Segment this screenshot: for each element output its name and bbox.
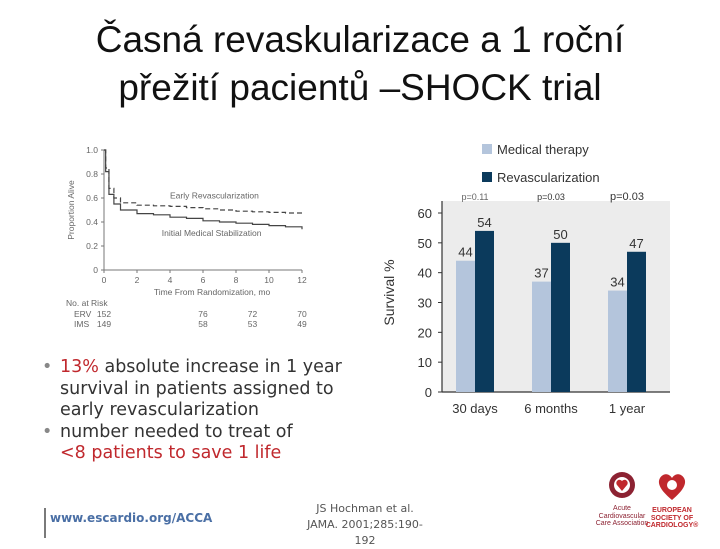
- km-labels: Early Revascularization Initial Medical S…: [162, 191, 262, 238]
- acca-name-3: Care Association: [595, 520, 649, 527]
- acca-heart-icon: [609, 472, 635, 498]
- km-y-tick-label: 0.4: [86, 217, 98, 227]
- km-x-tick-label: 6: [201, 275, 206, 285]
- bullet-list: • 13% absolute increase in 1 year surviv…: [42, 357, 362, 465]
- km-x-tick-label: 0: [102, 275, 107, 285]
- bar-legend: Medical therapy Revascularization: [482, 142, 600, 185]
- bar-y-axis-label: Survival %: [381, 259, 397, 325]
- risk-row-value: 58: [198, 319, 208, 329]
- footer-reference: JS Hochman et al. JAMA. 2001;285:190-192: [300, 501, 430, 549]
- risk-row-value: 72: [248, 309, 258, 319]
- bar-category-label: 1 year: [609, 401, 646, 416]
- bullet-1-line-2: survival in patients assigned to: [60, 378, 334, 399]
- bullet-dot: •: [42, 357, 53, 377]
- km-series-early-revascularization: [104, 149, 303, 214]
- bar-y-tick-label: 40: [418, 266, 432, 281]
- bullet-dot: •: [42, 421, 53, 442]
- bar-medical-therapy: [456, 260, 475, 392]
- km-x-tick-label: 4: [168, 275, 173, 285]
- bullet-2-line-2: <8 patients to save 1 life: [60, 443, 282, 463]
- p-value-annotation: p=0.11: [461, 192, 488, 202]
- risk-row-label: ERV: [74, 309, 92, 319]
- title-line-1: Časná revaskularizace a 1 roční: [95, 19, 625, 60]
- bullet-item-1: • 13% absolute increase in 1 year surviv…: [42, 357, 362, 422]
- reference-authors: JS Hochman et al.: [316, 502, 414, 515]
- reference-journal: JAMA. 2001;285:190-192: [307, 518, 423, 547]
- risk-row-value: 49: [297, 319, 307, 329]
- bar-revascularization: [627, 251, 646, 392]
- km-y-axis-label: Proportion Alive: [66, 180, 76, 240]
- legend-label: Medical therapy: [497, 142, 589, 157]
- p-value-annotation: p=0.03: [537, 192, 565, 202]
- bar-y-tick-label: 30: [418, 296, 432, 311]
- bar-revascularization: [551, 242, 570, 392]
- km-x-tick-label: 8: [234, 275, 239, 285]
- bar-value-label: 50: [553, 227, 567, 242]
- bar-y-tick-label: 10: [418, 355, 432, 370]
- km-x-tick-label: 10: [264, 275, 274, 285]
- esc-heart-icon: [658, 474, 686, 500]
- risk-row-value: 149: [97, 319, 111, 329]
- bar-y-tick-label: 0: [425, 385, 432, 400]
- km-y-tick-label: 0: [93, 265, 98, 275]
- bullet-item-2: • number needed to treat of <8 patients …: [42, 422, 362, 465]
- bar-medical-therapy: [532, 281, 551, 392]
- footer-divider: [44, 508, 46, 538]
- esc-name-3: CARDIOLOGY®: [645, 522, 699, 529]
- km-x-tick-label: 12: [297, 275, 307, 285]
- bar-value-label: 44: [458, 245, 472, 260]
- km-y-tick-label: 0.6: [86, 193, 98, 203]
- bullet-2-line-1: number needed to treat of: [60, 421, 293, 442]
- risk-table-header: No. at Risk: [66, 298, 108, 308]
- bullet-1-line-3: early revascularization: [60, 400, 260, 420]
- km-series-initial-medical-stabilization: [104, 149, 303, 230]
- risk-row-value: 152: [97, 309, 111, 319]
- km-x-tick-label: 2: [135, 275, 140, 285]
- page-title: Časná revaskularizace a 1 roční přežití …: [0, 16, 720, 112]
- bar-value-label: 47: [629, 236, 643, 251]
- esc-name-2: SOCIETY OF: [650, 514, 694, 522]
- risk-row-label: IMS: [74, 319, 89, 329]
- bar-category-label: 30 days: [452, 401, 498, 416]
- legend-label: Revascularization: [497, 170, 600, 185]
- acca-logo: Acute Cardiovascular Care Association: [586, 470, 658, 528]
- acca-name-1: Acute: [613, 505, 631, 512]
- bar-marks: 44 54 37 50 34 47: [456, 215, 646, 392]
- bar-value-label: 37: [534, 266, 548, 281]
- bullet-1-line-1-rest: absolute increase in 1 year: [98, 357, 342, 377]
- risk-row-value: 70: [297, 309, 307, 319]
- km-x-axis-label: Time From Randomization, mo: [154, 287, 271, 297]
- bar-value-label: 54: [477, 215, 491, 230]
- bar-y-tick-label: 60: [418, 206, 432, 221]
- bullet-1-highlight: 13%: [60, 357, 99, 377]
- km-y-tick-label: 1.0: [86, 145, 98, 155]
- km-series-label-initial: Initial Medical Stabilization: [162, 228, 262, 238]
- esc-name-1: EUROPEAN: [652, 507, 692, 514]
- bar-medical-therapy: [608, 290, 627, 392]
- risk-row-value: 76: [198, 309, 208, 319]
- bar-y-tick-label: 50: [418, 236, 432, 251]
- bar-category-label: 6 months: [524, 401, 578, 416]
- survival-bar-chart: Medical therapy Revascularization 0 10 20 30…: [381, 142, 670, 416]
- km-lines: [104, 149, 303, 230]
- km-y-tick-label: 0.2: [86, 241, 98, 251]
- km-series-label-early: Early Revascularization: [170, 191, 259, 201]
- bar-y-tick-label: 20: [418, 325, 432, 340]
- acca-name-2: Cardiovascular: [598, 512, 646, 520]
- title-line-2: přežití pacientů –SHOCK trial: [118, 67, 602, 108]
- risk-row-value: 53: [248, 319, 258, 329]
- legend-swatch: [482, 172, 492, 182]
- km-y-tick-label: 0.8: [86, 169, 98, 179]
- p-value-annotation: p=0.03: [610, 191, 644, 203]
- legend-swatch: [482, 144, 492, 154]
- footer-link[interactable]: www.escardio.org/ACCA: [50, 511, 213, 525]
- esc-logo: EUROPEAN SOCIETY OF CARDIOLOGY®: [642, 470, 702, 530]
- survival-curve-chart: 0 0.2 0.4 0.6 0.8 1.0 0 2 4 6 8 10 12 Time From Rando…: [66, 145, 307, 329]
- bar-revascularization: [475, 230, 494, 392]
- bar-value-label: 34: [610, 275, 624, 290]
- km-axes: 0 0.2 0.4 0.6 0.8 1.0 0 2 4 6 8 10 12 Time From Rando…: [66, 145, 307, 297]
